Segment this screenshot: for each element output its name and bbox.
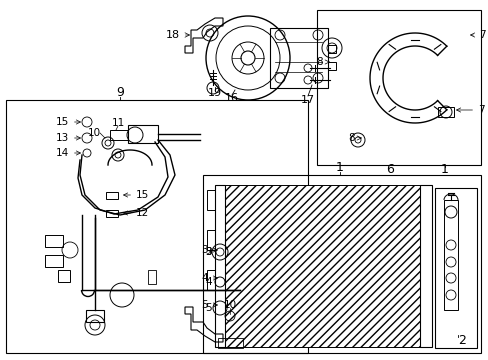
Text: 8: 8: [316, 57, 328, 67]
Bar: [327, 62, 335, 70]
Bar: [206, 230, 215, 250]
Text: 6: 6: [385, 163, 393, 176]
Bar: [224, 185, 419, 347]
Bar: [269, 28, 327, 88]
Bar: [58, 270, 70, 282]
Text: 1: 1: [440, 163, 448, 176]
Text: 5: 5: [205, 303, 212, 313]
Text: 3: 3: [205, 247, 212, 257]
Text: 16: 16: [224, 93, 239, 103]
Text: 7: 7: [469, 30, 485, 40]
Text: 9: 9: [116, 86, 123, 99]
Text: 4: 4: [201, 273, 217, 283]
Text: 15: 15: [123, 190, 149, 200]
Text: 5: 5: [201, 300, 217, 310]
Bar: [206, 270, 215, 290]
Bar: [437, 107, 453, 117]
Bar: [45, 255, 63, 267]
Text: 2: 2: [457, 333, 465, 346]
Text: 11: 11: [111, 118, 124, 128]
Bar: [443, 200, 457, 310]
Text: 13: 13: [56, 133, 81, 143]
Bar: [106, 210, 118, 217]
Text: 10: 10: [87, 128, 101, 138]
Text: 8: 8: [347, 133, 361, 143]
Bar: [419, 185, 431, 347]
Bar: [434, 188, 476, 348]
Text: 19: 19: [207, 88, 222, 98]
Text: 18: 18: [165, 30, 189, 40]
Text: 14: 14: [56, 148, 81, 158]
Bar: [106, 192, 118, 199]
Bar: [327, 45, 335, 53]
Text: 12: 12: [123, 208, 149, 218]
Text: 10: 10: [223, 300, 236, 310]
Bar: [6, 100, 307, 353]
Bar: [206, 190, 215, 210]
Text: 7: 7: [456, 105, 484, 115]
Bar: [110, 130, 128, 140]
Text: 3: 3: [205, 247, 212, 257]
Bar: [316, 10, 480, 165]
Bar: [218, 338, 243, 348]
Bar: [45, 235, 63, 247]
Bar: [148, 270, 156, 284]
Text: 3: 3: [201, 245, 217, 255]
Bar: [203, 175, 480, 353]
Bar: [215, 185, 224, 347]
Bar: [128, 125, 158, 143]
Text: 17: 17: [300, 95, 314, 105]
Text: 4: 4: [205, 277, 212, 287]
Text: 15: 15: [56, 117, 81, 127]
Text: 1: 1: [335, 162, 343, 175]
Bar: [86, 310, 104, 322]
